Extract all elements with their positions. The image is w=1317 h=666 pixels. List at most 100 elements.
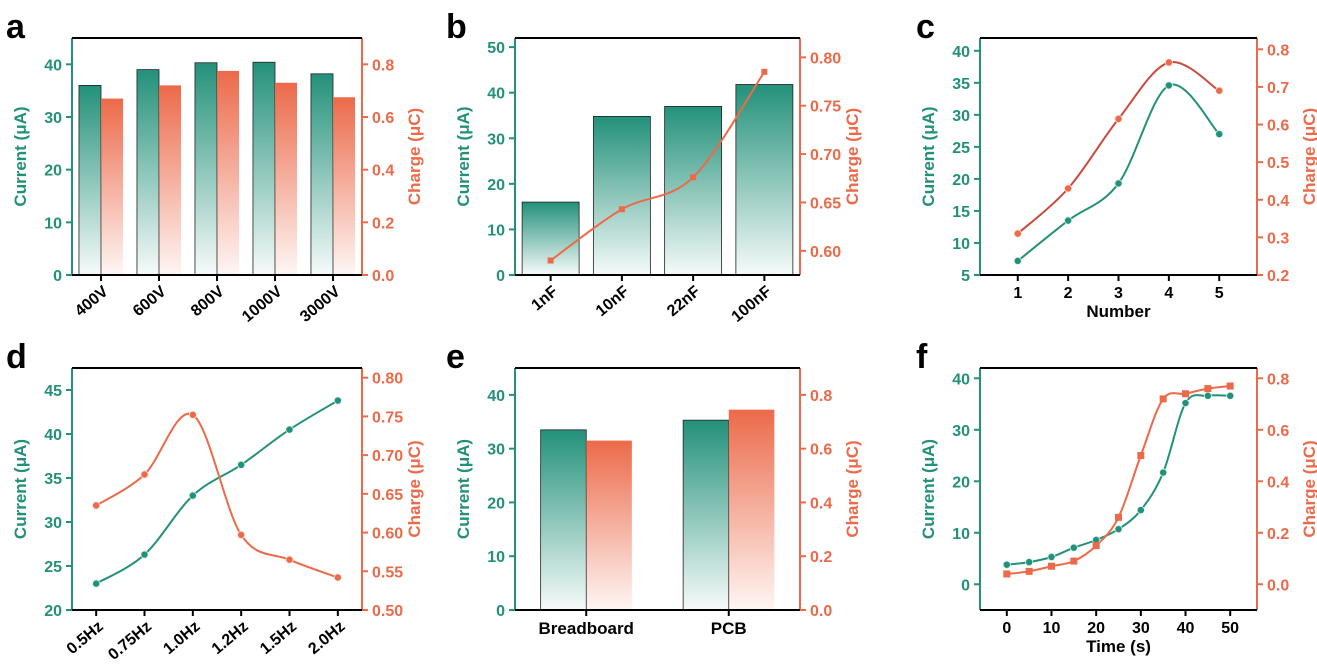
tick-label-bottom: 30 bbox=[1132, 620, 1150, 637]
tick-label-bottom: 1.0Hz bbox=[160, 618, 203, 658]
tick-label-right: 0.4 bbox=[810, 495, 832, 512]
tick-label-right: 0.80 bbox=[810, 50, 841, 67]
point-charge bbox=[1025, 567, 1033, 575]
point-current bbox=[237, 460, 246, 469]
tick-label-bottom: 3000V bbox=[297, 283, 344, 326]
point-charge bbox=[333, 573, 342, 582]
fit-current bbox=[1017, 83, 1220, 262]
bar-current bbox=[136, 69, 160, 276]
tick-label-bottom: 5 bbox=[1215, 285, 1224, 302]
panel-label: d bbox=[6, 338, 27, 376]
tick-label-left: 20 bbox=[952, 474, 970, 491]
tick-label-right: 0.0 bbox=[1267, 577, 1289, 594]
y-axis-label-left: Current (μA) bbox=[919, 106, 938, 206]
point-charge bbox=[1164, 58, 1173, 67]
tick-label-right: 0.8 bbox=[372, 57, 394, 74]
point-charge bbox=[237, 530, 246, 539]
fit-charge bbox=[1006, 385, 1231, 575]
tick-label-right: 0.2 bbox=[372, 215, 394, 232]
point-charge bbox=[547, 257, 554, 264]
point-charge bbox=[1137, 452, 1145, 460]
y-axis-label-right: Charge (μC) bbox=[405, 440, 424, 537]
panel-b: b 0 10 20 30 40 50 0.60 0.65 0.70 0.75 0.80 1nF 10nF 2… bbox=[446, 8, 862, 326]
tick-label-left: 30 bbox=[952, 108, 970, 125]
tick-label-right: 0.60 bbox=[372, 526, 403, 543]
point-current bbox=[333, 396, 342, 405]
tick-label-left: 30 bbox=[44, 515, 62, 532]
tick-label-right: 0.65 bbox=[372, 487, 403, 504]
tick-label-bottom: 400V bbox=[72, 283, 112, 320]
point-charge bbox=[1064, 184, 1073, 193]
tick-label-bottom: 20 bbox=[1087, 620, 1105, 637]
tick-label-left: 10 bbox=[487, 222, 505, 239]
bar-current bbox=[592, 115, 651, 276]
x-axis-label: Number bbox=[1086, 302, 1151, 321]
point-current bbox=[140, 550, 149, 559]
tick-label-right: 0.55 bbox=[372, 564, 403, 581]
tick-label-left: 20 bbox=[952, 172, 970, 189]
tick-label-right: 0.7 bbox=[1267, 80, 1289, 97]
tick-label-left: 15 bbox=[952, 204, 970, 221]
y-axis-label-right: Charge (μC) bbox=[1300, 108, 1317, 205]
bar-charge bbox=[101, 98, 124, 275]
tick-label-left: 0 bbox=[496, 268, 505, 285]
point-charge bbox=[1114, 114, 1123, 123]
tick-label-right: 0.6 bbox=[810, 442, 832, 459]
point-current bbox=[1215, 130, 1224, 139]
tick-label-bottom: 800V bbox=[188, 283, 228, 320]
panel-a: a 0 10 20 30 40 0.0 0.2 0.4 0.6 0.8 400V 600V 800V 100… bbox=[6, 8, 424, 326]
point-current bbox=[1159, 468, 1168, 477]
tick-label-left: 20 bbox=[487, 495, 505, 512]
tick-label-right: 0.80 bbox=[372, 371, 403, 388]
y-axis-label-right: Charge (μC) bbox=[843, 440, 862, 537]
point-current bbox=[1013, 256, 1022, 265]
tick-label-bottom: 2 bbox=[1064, 285, 1073, 302]
tick-label-left: 40 bbox=[487, 388, 505, 405]
fit-current bbox=[95, 399, 339, 585]
panel-label: f bbox=[916, 338, 928, 376]
point-charge bbox=[1070, 557, 1078, 565]
point-charge bbox=[1115, 513, 1122, 521]
point-current bbox=[1181, 399, 1190, 408]
panel-f: f 0 10 20 30 40 0.0 0.2 0.4 0.6 0.8 0 10 20 30 40 50 Time… bbox=[916, 338, 1317, 656]
tick-label-left: 10 bbox=[952, 526, 970, 543]
panel-label: a bbox=[6, 8, 26, 46]
fit-charge bbox=[95, 412, 339, 579]
tick-label-bottom: 22nF bbox=[664, 283, 704, 320]
tick-label-bottom: 1.5Hz bbox=[257, 618, 300, 658]
tick-label-bottom: 4 bbox=[1164, 285, 1173, 302]
tick-label-left: 35 bbox=[952, 76, 970, 93]
point-charge bbox=[761, 68, 768, 75]
y-axis-label-right: Charge (μC) bbox=[405, 108, 424, 205]
point-current bbox=[92, 579, 101, 588]
point-charge bbox=[140, 470, 149, 479]
panel-label: b bbox=[446, 8, 467, 46]
point-current bbox=[1136, 506, 1145, 515]
tick-label-bottom: Breadboard bbox=[539, 619, 634, 638]
point-charge bbox=[1182, 390, 1190, 398]
bar-current bbox=[194, 62, 218, 276]
tick-label-bottom: 0.5Hz bbox=[64, 618, 107, 658]
tick-label-left: 40 bbox=[44, 427, 62, 444]
panel-label: c bbox=[916, 8, 935, 46]
tick-label-bottom: 2.0Hz bbox=[305, 618, 348, 658]
tick-label-left: 10 bbox=[44, 215, 62, 232]
bar-current bbox=[78, 85, 102, 276]
bar-charge bbox=[159, 85, 182, 276]
tick-label-bottom: 1.2Hz bbox=[209, 618, 252, 658]
bar-current bbox=[540, 429, 587, 611]
tick-label-right: 0.4 bbox=[1267, 193, 1289, 210]
point-current bbox=[1114, 179, 1123, 188]
tick-label-right: 0.3 bbox=[1267, 230, 1289, 247]
fit-current bbox=[1006, 394, 1231, 566]
tick-label-right: 0.6 bbox=[1267, 118, 1289, 135]
tick-label-left: 20 bbox=[487, 177, 505, 194]
tick-label-bottom: 10nF bbox=[593, 283, 633, 320]
point-charge bbox=[285, 555, 294, 564]
panel-d: d 20 25 30 35 40 45 0.50 0.55 0.60 0.65 0.70 0.75 0.8… bbox=[6, 338, 424, 664]
tick-label-left: 30 bbox=[44, 110, 62, 127]
point-charge bbox=[1003, 570, 1011, 578]
tick-label-bottom: 10 bbox=[1043, 620, 1061, 637]
bar-current bbox=[735, 84, 794, 276]
x-axis-label: Time (s) bbox=[1086, 637, 1151, 656]
